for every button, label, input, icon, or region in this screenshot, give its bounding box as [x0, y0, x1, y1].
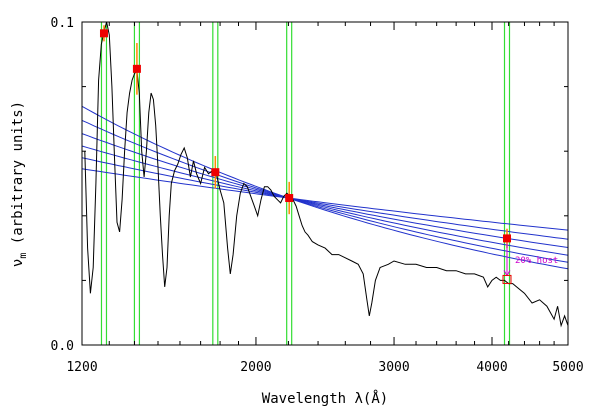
- powerlaw-curve: [81, 157, 569, 240]
- powerlaw-curve: [81, 133, 569, 256]
- x-tick-label: 1200: [66, 360, 97, 375]
- axis-ticks: [81, 21, 569, 346]
- y-axis-title: νm (arbitrary units): [10, 101, 29, 267]
- photometry-points: [99, 25, 512, 284]
- host-corrected-marker: [502, 274, 512, 284]
- host-annotation: 20% host: [515, 256, 558, 266]
- photometry-marker: [132, 64, 141, 73]
- x-tick-label: 5000: [552, 360, 583, 375]
- powerlaw-curves: [81, 105, 569, 270]
- y-tick-label: 0.1: [51, 16, 74, 31]
- y-tick-label: 0.0: [51, 339, 74, 354]
- photometry-marker: [211, 168, 220, 177]
- y-axis-subscript: m: [18, 253, 29, 259]
- powerlaw-curve: [81, 105, 569, 270]
- plot-frame: [81, 21, 569, 346]
- y-axis-symbol: ν: [10, 259, 26, 267]
- powerlaw-curve: [81, 168, 569, 231]
- x-tick-label: 4000: [476, 360, 507, 375]
- tick-labels: 1200 2000 3000 4000 5000 0.0 0.1: [51, 16, 584, 375]
- x-tick-label: 2000: [240, 360, 271, 375]
- photometry-marker: [502, 234, 511, 243]
- photometry-marker: [285, 194, 294, 203]
- svg-text:νm (arbitrary units): νm (arbitrary units): [10, 101, 29, 267]
- powerlaw-curve: [81, 119, 569, 263]
- x-axis-title: Wavelength λ(Å): [262, 390, 388, 407]
- x-tick-label: 3000: [378, 360, 409, 375]
- filter-bands: [100, 22, 511, 345]
- powerlaw-curve: [81, 145, 569, 248]
- photometry-marker: [99, 29, 108, 38]
- y-axis-unit: (arbitrary units): [10, 101, 26, 253]
